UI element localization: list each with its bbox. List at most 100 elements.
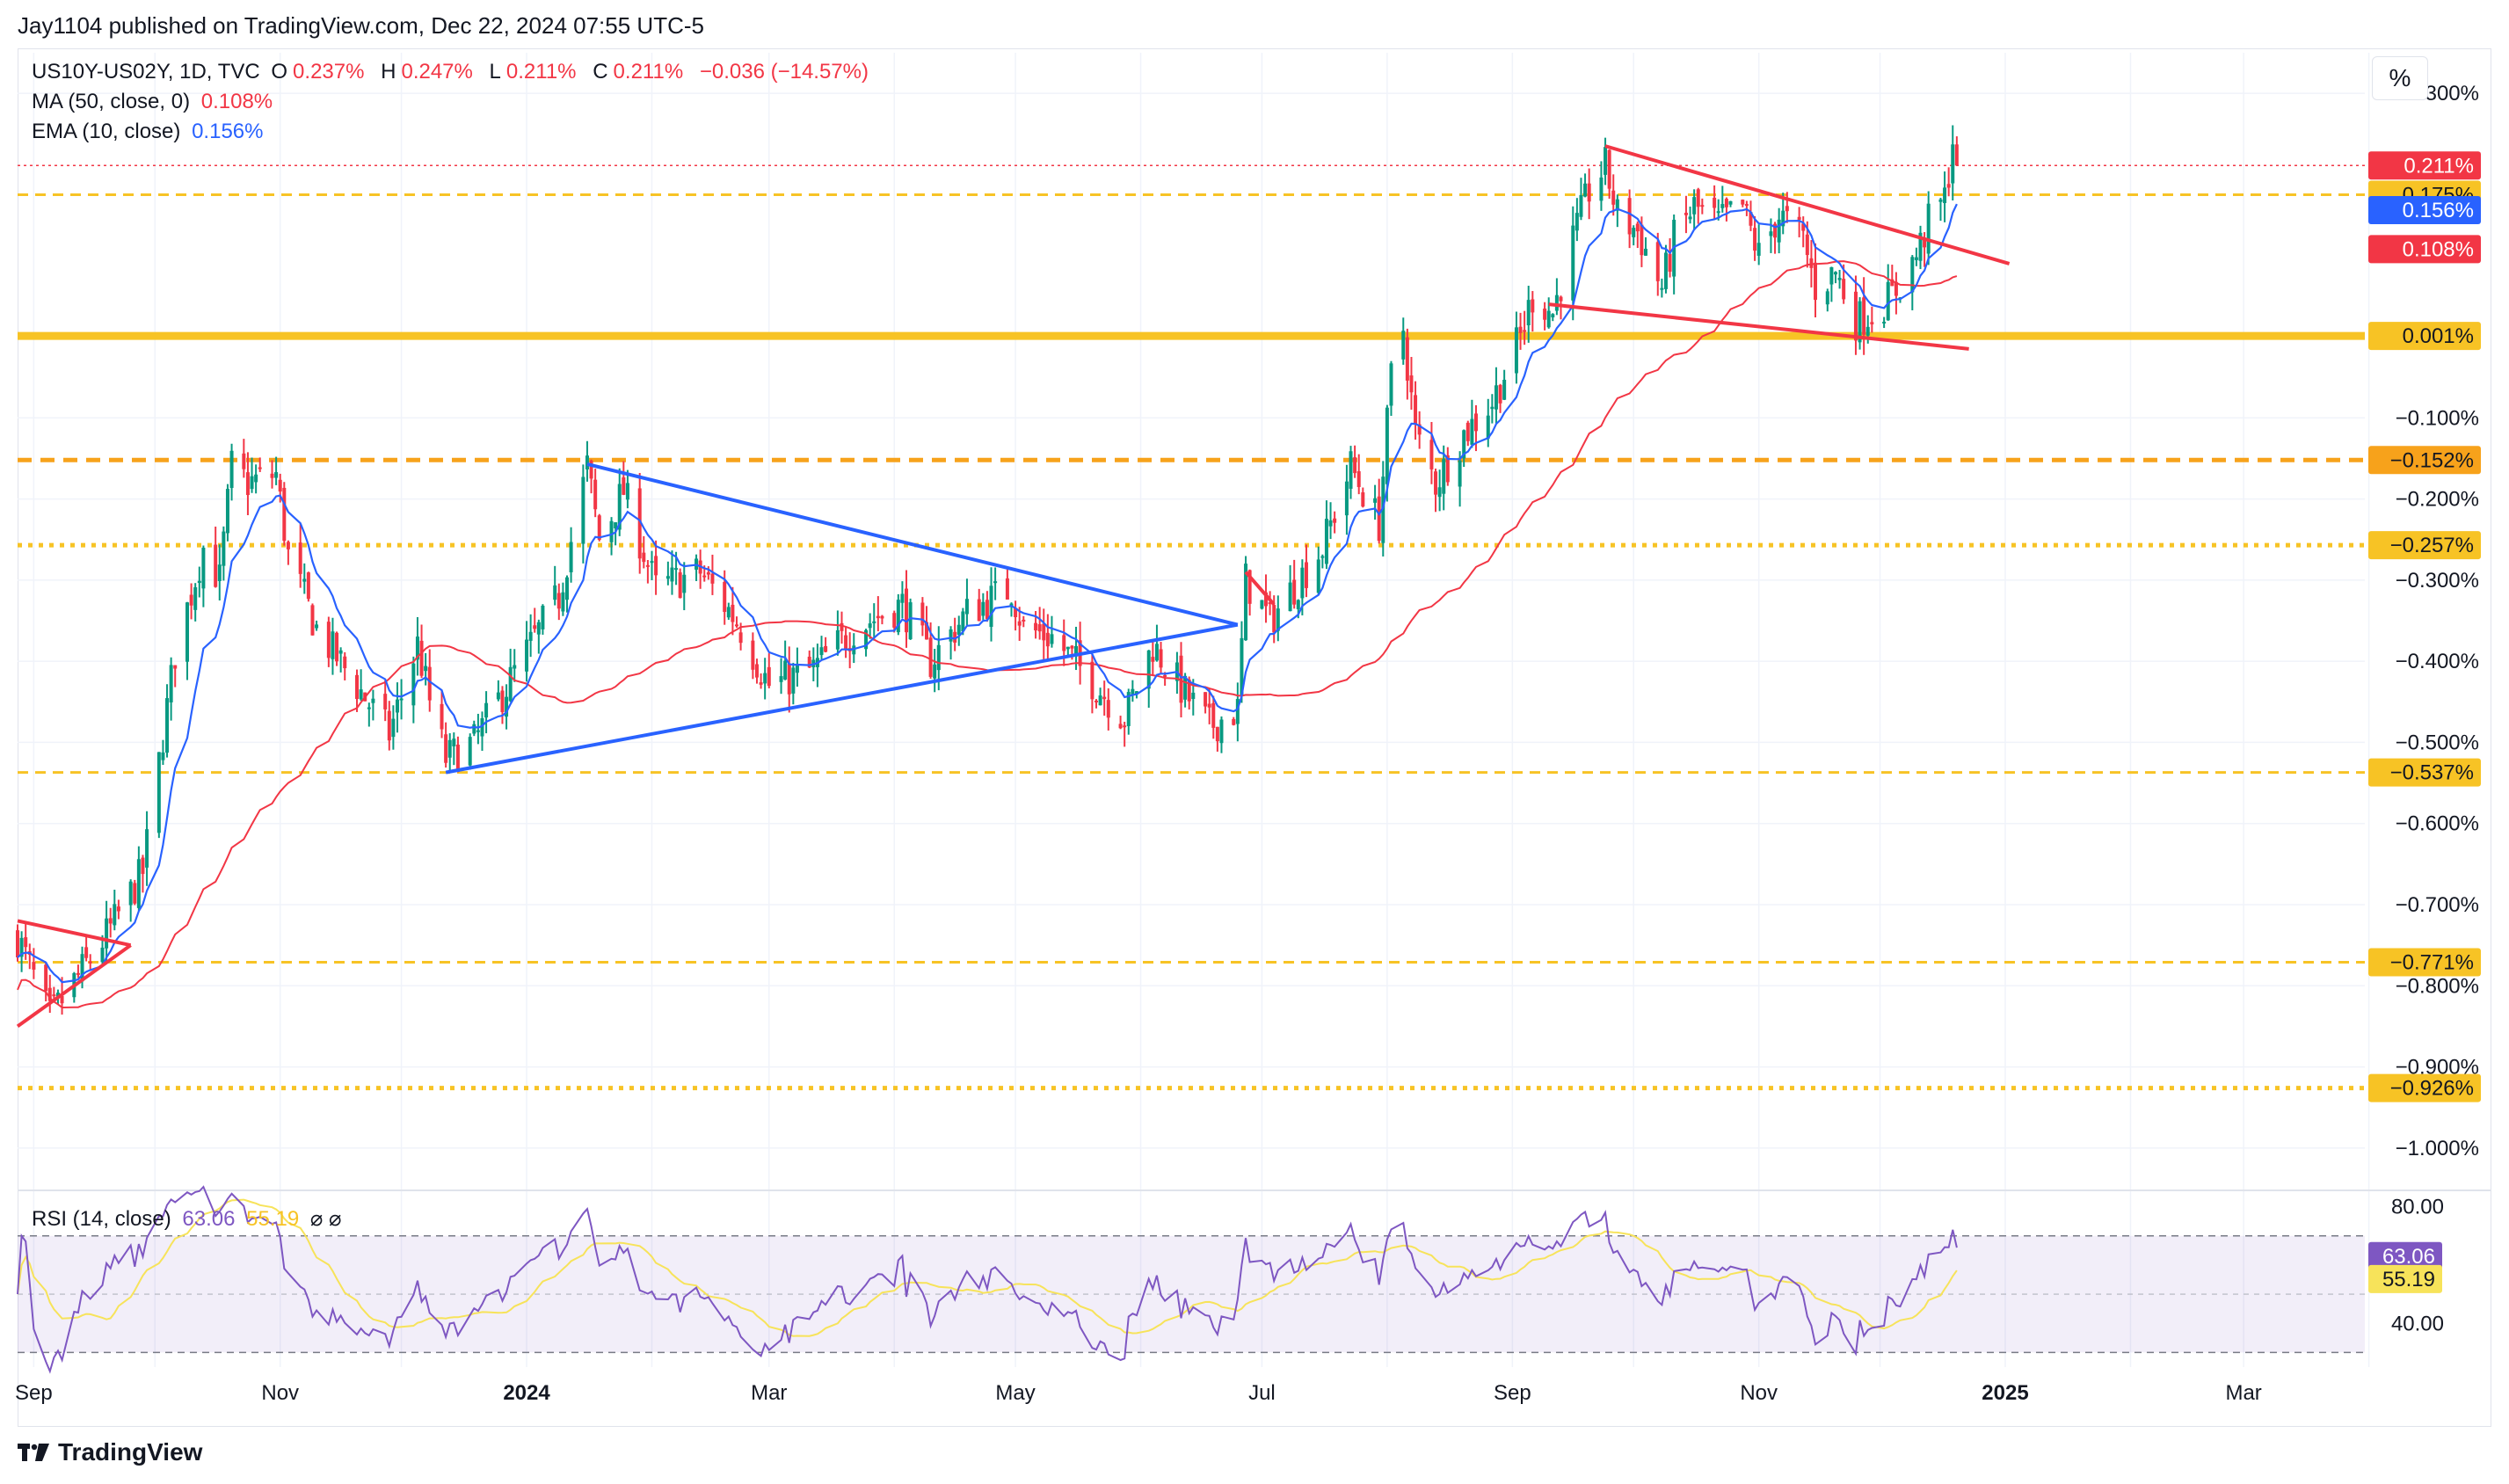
candle-body[interactable] [108, 918, 113, 924]
ema-legend-label[interactable]: EMA (10, close) [32, 120, 181, 143]
candle-body[interactable] [47, 987, 52, 1001]
candle-body[interactable] [1865, 326, 1870, 336]
candle-body[interactable] [1207, 703, 1211, 708]
candle-body[interactable] [1954, 144, 1959, 166]
candle-body[interactable] [169, 665, 173, 702]
candle-body[interactable] [553, 585, 557, 600]
candle-body[interactable] [1017, 621, 1022, 626]
candle-body[interactable] [726, 607, 731, 618]
candle-body[interactable] [1062, 635, 1066, 651]
candle-body[interactable] [173, 665, 178, 669]
candle-body[interactable] [678, 572, 682, 599]
candle-body[interactable] [480, 718, 484, 737]
candle-body[interactable] [754, 664, 759, 678]
trendline[interactable] [17, 919, 132, 948]
candle-body[interactable] [964, 599, 969, 615]
candle-body[interactable] [505, 696, 509, 717]
candle-body[interactable] [876, 615, 880, 619]
candle-body[interactable] [1465, 422, 1470, 441]
candle-body[interactable] [229, 450, 234, 489]
candle-body[interactable] [819, 647, 824, 656]
candle-body[interactable] [156, 752, 161, 833]
candle-body[interactable] [1353, 457, 1357, 474]
candle-body[interactable] [609, 520, 614, 542]
candle-body[interactable] [1065, 646, 1070, 650]
candle-body[interactable] [1324, 519, 1328, 564]
candle-body[interactable] [1034, 622, 1038, 631]
candle-body[interactable] [1349, 451, 1353, 489]
trendline[interactable] [1604, 144, 2011, 266]
candle-body[interactable] [1320, 556, 1325, 558]
candle-body[interactable] [1288, 582, 1292, 612]
candle-body[interactable] [1688, 216, 1692, 220]
candle-body[interactable] [424, 666, 428, 672]
tradingview-logo[interactable]: TradingView [18, 1438, 202, 1466]
candle-body[interactable] [250, 476, 254, 490]
candle-body[interactable] [496, 692, 500, 700]
candle-body[interactable] [928, 637, 933, 677]
candle-body[interactable] [1559, 296, 1563, 302]
candle-body[interactable] [642, 552, 646, 563]
candle-body[interactable] [1131, 688, 1135, 696]
candle-body[interactable] [1914, 257, 1918, 260]
candle-body[interactable] [197, 580, 201, 584]
ma-legend-label[interactable]: MA (50, close, 0) [32, 90, 191, 113]
candle-body[interactable] [723, 581, 727, 613]
candle-body[interactable] [1232, 718, 1236, 725]
candle-body[interactable] [1574, 213, 1579, 231]
candle-body[interactable] [1627, 198, 1632, 235]
candle-body[interactable] [1514, 327, 1518, 374]
candle-body[interactable] [331, 631, 335, 659]
candle-body[interactable] [738, 632, 743, 644]
candle-body[interactable] [1696, 189, 1700, 207]
candle-body[interactable] [80, 954, 84, 982]
candle-body[interactable] [1870, 322, 1874, 324]
candle-body[interactable] [622, 476, 626, 495]
candle-body[interactable] [961, 611, 965, 632]
candle-body[interactable] [88, 961, 92, 964]
candle-body[interactable] [326, 622, 331, 658]
legend-symbol[interactable]: US10Y-US02Y, 1D, TVC [32, 60, 260, 84]
candle-body[interactable] [1853, 291, 1858, 341]
candle-body[interactable] [16, 930, 19, 957]
candle-body[interactable] [1442, 459, 1446, 494]
price-tag[interactable] [2368, 1073, 2481, 1102]
candle-body[interactable] [427, 666, 432, 701]
candle-body[interactable] [908, 602, 913, 640]
candle-body[interactable] [1098, 695, 1102, 706]
candle-body[interactable] [1409, 375, 1414, 393]
candle-body[interactable] [1074, 645, 1079, 657]
candle-body[interactable] [892, 613, 897, 628]
candle-body[interactable] [536, 622, 541, 635]
candle-body[interactable] [597, 515, 601, 540]
candle-body[interactable] [52, 994, 56, 997]
candle-body[interactable] [133, 883, 137, 904]
rsi-value-tag[interactable] [2368, 1264, 2442, 1293]
candle-body[interactable] [981, 601, 985, 616]
candle-body[interactable] [751, 640, 755, 670]
candle-body[interactable] [872, 621, 876, 623]
candle-body[interactable] [682, 574, 687, 593]
candle-body[interactable] [222, 531, 226, 566]
candle-body[interactable] [1777, 219, 1781, 243]
candle-body[interactable] [500, 690, 505, 713]
candle-body[interactable] [864, 629, 869, 650]
candle-body[interactable] [1523, 330, 1527, 332]
candle-body[interactable] [1204, 692, 1208, 707]
candle-body[interactable] [1260, 600, 1264, 609]
candle-body[interactable] [1009, 603, 1014, 607]
candle-body[interactable] [1134, 691, 1138, 695]
rsi-value-tag[interactable] [2368, 1241, 2442, 1270]
price-tag[interactable] [2368, 151, 2481, 180]
candle-body[interactable] [1801, 223, 1806, 231]
candle-body[interactable] [589, 461, 593, 479]
candle-body[interactable] [306, 572, 310, 600]
price-tag[interactable] [2368, 758, 2481, 787]
candle-body[interactable] [145, 829, 149, 868]
candle-body[interactable] [1837, 278, 1842, 280]
candle-body[interactable] [1126, 692, 1131, 726]
trendline[interactable] [1548, 302, 1969, 351]
candle-body[interactable] [1926, 203, 1931, 254]
candle-body[interactable] [1769, 231, 1773, 236]
